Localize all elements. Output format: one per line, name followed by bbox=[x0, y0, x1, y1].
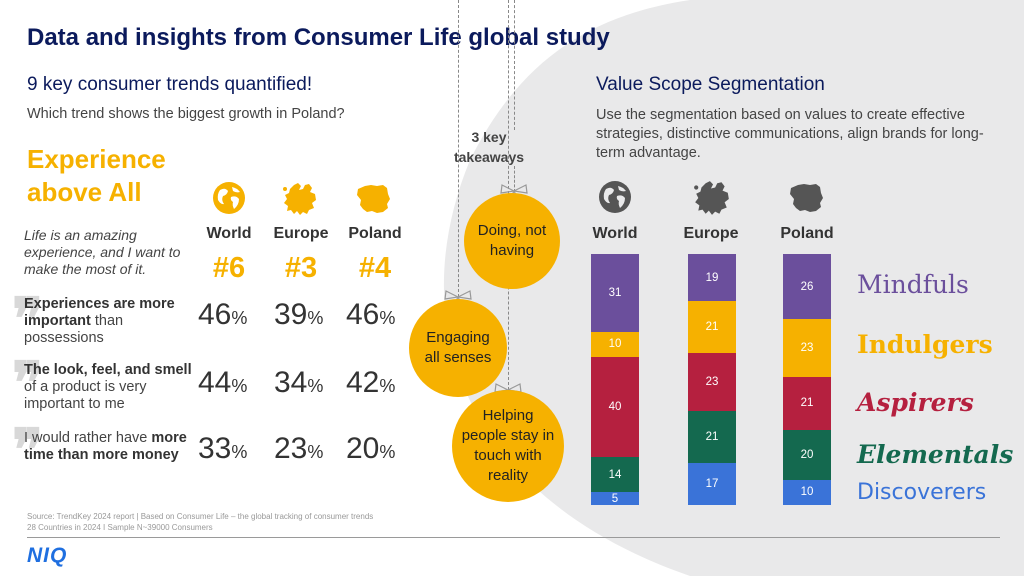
statement-3-europe-value: 23% bbox=[274, 432, 324, 465]
segmentation-heading: Value Scope Segmentation bbox=[596, 74, 825, 95]
statement-1-bold: Experiences are more important bbox=[24, 296, 175, 329]
page-title: Data and insights from Consumer Life glo… bbox=[27, 24, 610, 51]
segment-name-elementals: Elementals bbox=[857, 440, 1014, 469]
trends-heading: 9 key consumer trends quantified! bbox=[27, 74, 313, 95]
bar-segment-mindfuls-europe: 19 bbox=[688, 254, 736, 302]
statement-3-poland-value: 20% bbox=[346, 432, 396, 465]
segment-name-aspirers: Aspirers bbox=[857, 388, 974, 417]
bar-value-label: 14 bbox=[608, 468, 622, 481]
bar-value-label: 21 bbox=[705, 430, 719, 443]
rank-world: #6 bbox=[212, 252, 246, 284]
bar-value-label: 19 bbox=[705, 271, 719, 284]
statement-1-poland-value: 46% bbox=[346, 298, 396, 331]
trend-name: Experience above All bbox=[27, 144, 166, 207]
statement-3-text: I would rather have bbox=[24, 430, 148, 446]
bar-value-label: 17 bbox=[705, 477, 719, 490]
region-label-europe: Europe bbox=[273, 225, 329, 242]
bar-value-label: 21 bbox=[800, 397, 814, 410]
hanging-string bbox=[514, 0, 515, 130]
takeaway-3: Helping people stay in touch with realit… bbox=[452, 390, 564, 502]
niq-logo: NIQ bbox=[27, 544, 68, 567]
statement-1-text: than possessions bbox=[24, 313, 124, 346]
chart-category-europe: Europe bbox=[683, 225, 739, 242]
region-label-world: World bbox=[206, 225, 252, 242]
bar-value-label: 23 bbox=[705, 375, 719, 388]
bar-segment-elementals-europe: 21 bbox=[688, 410, 736, 463]
trend-quote: Life is an amazing experience, and I wan… bbox=[24, 227, 181, 277]
statement-3: I would rather have more time than more … bbox=[24, 430, 194, 464]
rank-europe: #3 bbox=[284, 252, 318, 284]
bar-value-label: 31 bbox=[608, 286, 622, 299]
bar-segment-discoverers-poland: 10 bbox=[783, 479, 831, 505]
bar-value-label: 26 bbox=[800, 280, 814, 293]
bottom-divider bbox=[27, 537, 1000, 538]
bar-segment-discoverers-world: 5 bbox=[591, 492, 639, 505]
quote-mark-icon: ❞ bbox=[12, 416, 44, 484]
quote-mark-icon: ❞ bbox=[12, 285, 44, 353]
rank-poland: #4 bbox=[358, 252, 392, 284]
hanging-string bbox=[514, 166, 515, 192]
chart-category-poland: Poland bbox=[780, 225, 834, 242]
europe-map-icon bbox=[694, 181, 729, 215]
source-note: Source: TrendKey 2024 report | Based on … bbox=[27, 511, 427, 533]
bar-segment-elementals-world: 14 bbox=[591, 457, 639, 493]
europe-map-icon bbox=[283, 183, 316, 215]
bar-value-label: 10 bbox=[608, 338, 622, 351]
bar-value-label: 10 bbox=[800, 486, 814, 499]
quote-mark-icon: ❞ bbox=[12, 349, 44, 417]
segmentation-description: Use the segmentation based on values to … bbox=[596, 107, 984, 161]
segment-name-indulgers: Indulgers bbox=[857, 330, 993, 359]
statement-2-europe-value: 34% bbox=[274, 366, 324, 399]
statement-2-bold: The look, feel, and smell bbox=[24, 362, 192, 378]
stacked-bar-europe: 19 21 23 21 17 bbox=[688, 254, 736, 505]
poland-map-icon bbox=[790, 184, 823, 212]
poland-map-icon bbox=[357, 185, 390, 213]
bar-segment-mindfuls-world: 31 bbox=[591, 254, 639, 332]
bar-segment-aspirers-europe: 23 bbox=[688, 353, 736, 411]
statement-3-bold: more time than more money bbox=[24, 430, 187, 463]
statement-1: Experiences are more important than poss… bbox=[24, 296, 194, 347]
source-line-2: 28 Countries in 2024 I Sample N~39000 Co… bbox=[27, 523, 213, 532]
stacked-bar-world: 31 10 40 14 5 bbox=[591, 254, 639, 505]
source-line-1: Source: TrendKey 2024 report | Based on … bbox=[27, 512, 374, 521]
bar-value-label: 5 bbox=[611, 492, 619, 505]
trends-question: Which trend shows the biggest growth in … bbox=[27, 106, 345, 122]
bow-icon bbox=[494, 383, 522, 398]
globe-icon bbox=[213, 182, 245, 214]
takeaways-label: 3 key takeaways bbox=[453, 129, 525, 165]
statement-3-world-value: 33% bbox=[198, 432, 248, 465]
bar-segment-elementals-poland: 20 bbox=[783, 429, 831, 480]
statement-1-europe-value: 39% bbox=[274, 298, 324, 331]
statement-2-world-value: 44% bbox=[198, 366, 248, 399]
bow-icon bbox=[500, 184, 528, 199]
bar-value-label: 21 bbox=[705, 321, 719, 334]
statement-2-text: of a product is very important to me bbox=[24, 379, 147, 412]
statement-1-world-value: 46% bbox=[198, 298, 248, 331]
bar-value-label: 23 bbox=[800, 342, 814, 355]
segment-name-discoverers: Discoverers bbox=[857, 480, 987, 505]
statement-2: The look, feel, and smell of a product i… bbox=[24, 362, 194, 413]
bar-segment-discoverers-europe: 17 bbox=[688, 462, 736, 505]
bar-segment-indulgers-poland: 23 bbox=[783, 319, 831, 377]
chart-category-world: World bbox=[592, 225, 638, 242]
bar-segment-aspirers-world: 40 bbox=[591, 356, 639, 458]
bar-value-label: 40 bbox=[608, 401, 622, 414]
hanging-string bbox=[458, 0, 459, 297]
bow-icon bbox=[444, 290, 472, 305]
bar-segment-indulgers-world: 10 bbox=[591, 331, 639, 357]
globe-icon bbox=[599, 181, 631, 213]
bar-segment-aspirers-poland: 21 bbox=[783, 376, 831, 430]
takeaway-1: Doing, not having bbox=[464, 193, 560, 289]
takeaway-2: Engaging all senses bbox=[409, 299, 507, 397]
bar-segment-mindfuls-poland: 26 bbox=[783, 254, 831, 320]
statement-2-poland-value: 42% bbox=[346, 366, 396, 399]
region-label-poland: Poland bbox=[348, 225, 402, 242]
stacked-bar-poland: 26 23 21 20 10 bbox=[783, 254, 831, 505]
bar-value-label: 20 bbox=[800, 448, 814, 461]
bar-segment-indulgers-europe: 21 bbox=[688, 301, 736, 354]
segment-name-mindfuls: Mindfuls bbox=[857, 270, 969, 299]
